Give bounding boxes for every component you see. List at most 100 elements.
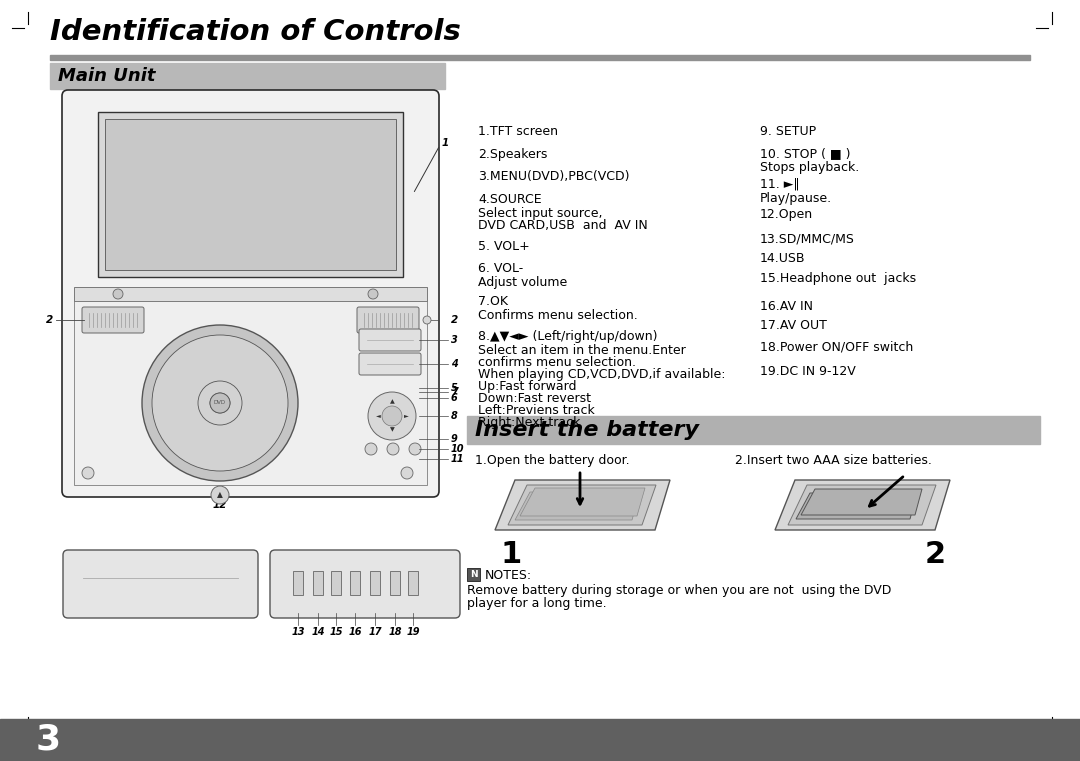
- Polygon shape: [519, 488, 645, 516]
- Bar: [390, 571, 400, 595]
- Circle shape: [368, 392, 416, 440]
- Text: confirms menu selection.: confirms menu selection.: [478, 356, 636, 369]
- Text: 5. VOL+: 5. VOL+: [478, 240, 530, 253]
- Bar: [75, 301, 427, 485]
- Text: 7.OK: 7.OK: [478, 295, 508, 308]
- Text: 19.DC IN 9-12V: 19.DC IN 9-12V: [760, 365, 855, 378]
- Text: 3: 3: [451, 335, 458, 345]
- Circle shape: [198, 381, 242, 425]
- Text: 2.Speakers: 2.Speakers: [478, 148, 548, 161]
- Text: Stops playback.: Stops playback.: [760, 161, 860, 174]
- Text: 13.SD/MMC/MS: 13.SD/MMC/MS: [760, 232, 855, 245]
- Text: 6: 6: [451, 393, 458, 403]
- Text: 9. SETUP: 9. SETUP: [760, 125, 816, 138]
- Text: Main Unit: Main Unit: [58, 67, 156, 85]
- Circle shape: [82, 467, 94, 479]
- Bar: [313, 571, 323, 595]
- Text: Left:Previens track: Left:Previens track: [478, 404, 595, 417]
- Bar: [105, 119, 396, 270]
- Polygon shape: [495, 480, 670, 530]
- Text: Right:Next track: Right:Next track: [478, 416, 580, 429]
- Bar: [467, 568, 480, 581]
- FancyBboxPatch shape: [270, 550, 460, 618]
- Circle shape: [409, 443, 421, 455]
- Text: Identification of Controls: Identification of Controls: [50, 18, 461, 46]
- Text: 9: 9: [451, 434, 458, 444]
- Bar: [0, 719, 1080, 761]
- Polygon shape: [508, 485, 656, 525]
- FancyBboxPatch shape: [82, 307, 144, 333]
- Text: 10: 10: [451, 444, 464, 454]
- Text: DVD CARD,USB  and  AV IN: DVD CARD,USB and AV IN: [478, 219, 648, 232]
- Text: 2: 2: [451, 315, 458, 325]
- FancyBboxPatch shape: [357, 307, 419, 333]
- Bar: [370, 571, 380, 595]
- Bar: [50, 63, 445, 89]
- Text: Play/pause.: Play/pause.: [760, 192, 832, 205]
- Bar: [350, 571, 360, 595]
- Text: 16.AV IN: 16.AV IN: [760, 300, 813, 313]
- Text: 5: 5: [451, 383, 458, 393]
- Text: N: N: [470, 570, 477, 579]
- Circle shape: [113, 289, 123, 299]
- Text: 3.MENU(DVD),PBC(VCD): 3.MENU(DVD),PBC(VCD): [478, 170, 630, 183]
- Text: 14: 14: [311, 627, 325, 637]
- Text: 1.TFT screen: 1.TFT screen: [478, 125, 558, 138]
- Text: 15.Headphone out  jacks: 15.Headphone out jacks: [760, 272, 916, 285]
- Text: Down:Fast reverst: Down:Fast reverst: [478, 392, 591, 405]
- Text: 12.Open: 12.Open: [760, 208, 813, 221]
- Circle shape: [423, 316, 431, 324]
- Text: Adjust volume: Adjust volume: [478, 276, 567, 289]
- Text: 13: 13: [292, 627, 305, 637]
- Circle shape: [382, 406, 402, 426]
- Circle shape: [211, 486, 229, 504]
- Polygon shape: [801, 489, 922, 515]
- Text: 16: 16: [348, 627, 362, 637]
- Text: 1.Open the battery door.: 1.Open the battery door.: [475, 454, 630, 467]
- Bar: [293, 571, 303, 595]
- Text: 1: 1: [500, 540, 522, 569]
- Text: When playing CD,VCD,DVD,if available:: When playing CD,VCD,DVD,if available:: [478, 368, 726, 381]
- Text: Insert the battery: Insert the battery: [475, 420, 699, 440]
- Text: 2: 2: [45, 315, 53, 325]
- Text: Up:Fast forward: Up:Fast forward: [478, 380, 577, 393]
- FancyBboxPatch shape: [359, 329, 421, 351]
- Text: ▲: ▲: [390, 400, 394, 405]
- Bar: [50, 55, 1030, 60]
- Text: ▲: ▲: [217, 491, 222, 499]
- Polygon shape: [796, 493, 917, 519]
- Text: 6. VOL-: 6. VOL-: [478, 262, 523, 275]
- Text: 4.SOURCE: 4.SOURCE: [478, 193, 542, 206]
- Circle shape: [401, 467, 413, 479]
- Text: 18: 18: [388, 627, 402, 637]
- Text: ▼: ▼: [390, 428, 394, 432]
- Text: 12: 12: [213, 500, 227, 510]
- Text: 11. ►‖: 11. ►‖: [760, 178, 799, 191]
- Text: 10. STOP ( ■ ): 10. STOP ( ■ ): [760, 147, 851, 160]
- Polygon shape: [775, 480, 950, 530]
- Text: 1: 1: [442, 138, 449, 148]
- Bar: [467, 416, 1040, 444]
- Text: Select input source,: Select input source,: [478, 207, 603, 220]
- Polygon shape: [788, 485, 936, 525]
- Circle shape: [141, 325, 298, 481]
- Text: 8.▲▼◄► (Left/right/up/down): 8.▲▼◄► (Left/right/up/down): [478, 330, 658, 343]
- Text: player for a long time.: player for a long time.: [467, 597, 607, 610]
- Bar: [330, 571, 341, 595]
- Text: NOTES:: NOTES:: [485, 569, 532, 582]
- Text: 18.Power ON/OFF switch: 18.Power ON/OFF switch: [760, 341, 914, 354]
- Text: 11: 11: [451, 454, 464, 464]
- Text: DVD: DVD: [214, 400, 226, 406]
- Text: 15: 15: [329, 627, 342, 637]
- Bar: [98, 112, 403, 277]
- Text: 4: 4: [451, 359, 458, 369]
- Polygon shape: [515, 492, 640, 520]
- Circle shape: [210, 393, 230, 413]
- Text: 7: 7: [451, 387, 458, 397]
- Text: 2: 2: [924, 540, 946, 569]
- Text: 8: 8: [451, 411, 458, 421]
- Text: Confirms menu selection.: Confirms menu selection.: [478, 309, 638, 322]
- FancyBboxPatch shape: [359, 353, 421, 375]
- Text: 19: 19: [406, 627, 420, 637]
- Circle shape: [365, 443, 377, 455]
